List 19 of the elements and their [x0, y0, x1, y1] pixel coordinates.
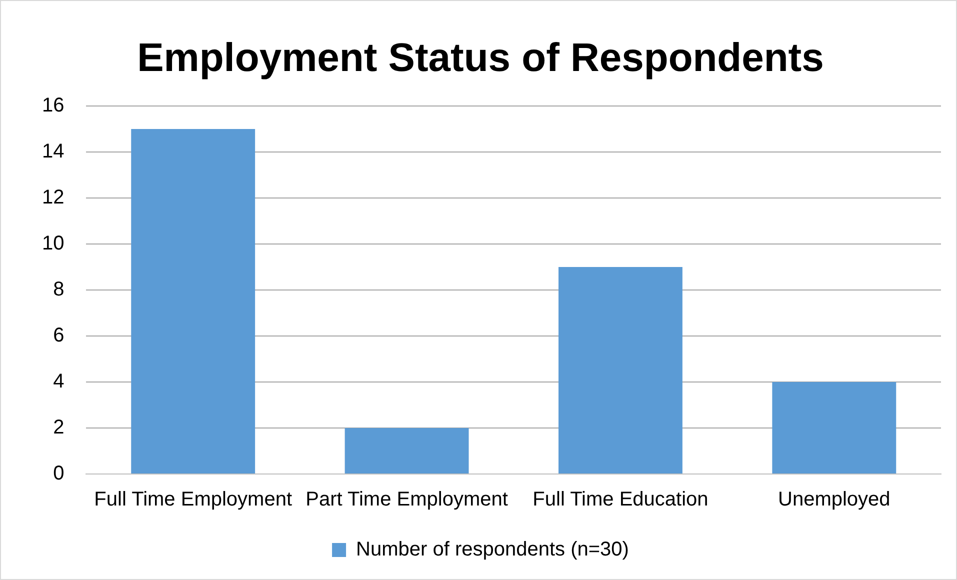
- x-tick-label: Part Time Employment: [306, 488, 508, 511]
- bar: [131, 129, 256, 474]
- x-tick-label: Full Time Employment: [94, 488, 292, 511]
- y-tick-label: 16: [42, 94, 64, 117]
- x-tick-label: Unemployed: [778, 488, 890, 511]
- legend-label: Number of respondents (n=30): [356, 538, 629, 561]
- y-tick-label: 4: [53, 370, 64, 393]
- y-tick-label: 6: [53, 324, 64, 347]
- chart-title: Employment Status of Respondents: [137, 36, 824, 80]
- x-tick-label: Full Time Education: [532, 488, 708, 511]
- y-tick-label: 14: [42, 140, 64, 163]
- y-tick-label: 0: [53, 462, 64, 485]
- bar: [344, 428, 469, 474]
- bar: [772, 382, 896, 474]
- y-tick-label: 8: [53, 278, 64, 301]
- y-tick-label: 2: [53, 416, 64, 439]
- bar: [558, 267, 682, 474]
- y-tick-label: 12: [42, 186, 64, 209]
- y-tick-label: 10: [42, 232, 64, 255]
